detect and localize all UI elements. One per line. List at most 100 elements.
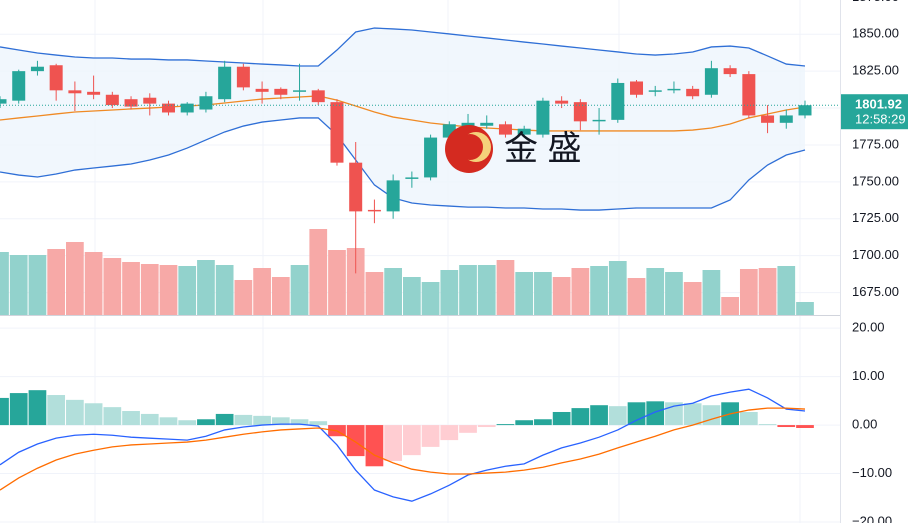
macd-tick-label: 20.00 xyxy=(852,320,885,335)
volume-bar xyxy=(234,280,253,315)
volume-bar xyxy=(47,249,66,315)
band-lower xyxy=(0,117,806,211)
macd-bar xyxy=(758,424,777,426)
candle-body xyxy=(779,115,793,123)
volume-bar xyxy=(758,268,777,315)
volume-bar xyxy=(103,258,122,315)
candle-body xyxy=(143,97,157,104)
macd-bar xyxy=(571,408,590,426)
candle-body xyxy=(630,81,644,95)
volume-bar xyxy=(66,242,84,315)
candle-body xyxy=(68,90,82,94)
macd-tick-label: 10.00 xyxy=(852,368,885,383)
macd-bar xyxy=(534,419,552,426)
candle-body xyxy=(218,66,232,100)
macd-bar xyxy=(178,420,197,426)
macd-bar xyxy=(122,411,140,426)
candle-body xyxy=(592,119,606,122)
macd-bar xyxy=(47,395,66,426)
y-tick-label: 1700.00 xyxy=(852,247,899,262)
macd-tick-label: 0.00 xyxy=(852,417,877,432)
candle-body xyxy=(124,99,138,107)
volume-bar xyxy=(702,270,721,315)
macd-bar xyxy=(234,414,253,426)
candle-body xyxy=(498,124,512,135)
y-tick-label: 1775.00 xyxy=(852,136,899,151)
candle-body xyxy=(30,66,44,72)
volume-bar xyxy=(477,265,496,315)
macd-bar xyxy=(515,420,534,426)
candle-body xyxy=(742,74,756,116)
volume-bar xyxy=(552,277,571,315)
volume-bar xyxy=(84,252,103,315)
watermark: 金 盛 xyxy=(504,130,581,168)
volume-bar xyxy=(309,229,328,315)
volume-bar xyxy=(178,266,197,315)
volume-bar xyxy=(571,268,590,315)
candle-body xyxy=(236,66,250,88)
volume-bar xyxy=(9,255,28,315)
macd-bar xyxy=(477,425,496,428)
volume-bar xyxy=(777,266,796,315)
macd-bar xyxy=(197,419,215,426)
candle-body xyxy=(667,88,681,91)
volume-bar xyxy=(271,277,290,315)
macd-bar xyxy=(309,421,328,426)
candle-body xyxy=(0,99,7,104)
last-price-label: 1801.92 xyxy=(855,97,902,112)
y-tick-label: 1825.00 xyxy=(852,63,899,78)
candle-body xyxy=(255,88,269,92)
candle-body xyxy=(704,68,718,95)
candle-body xyxy=(798,105,812,116)
macd-bar xyxy=(403,425,421,456)
candle-body xyxy=(517,128,531,135)
candle-body xyxy=(161,103,175,113)
macd-bar xyxy=(271,417,290,426)
volume-bar xyxy=(459,265,477,315)
volume-bar xyxy=(421,282,440,315)
volume-bar xyxy=(440,270,459,315)
volume-bar xyxy=(590,266,608,315)
volume-bar xyxy=(739,269,758,315)
volume-bar xyxy=(122,262,140,315)
volume-bar xyxy=(721,297,739,315)
y-tick-label: 1875.00 xyxy=(852,0,899,4)
volume-bar xyxy=(290,265,309,315)
candle-body xyxy=(367,209,381,212)
candle-body xyxy=(686,88,700,97)
candle-body xyxy=(761,115,775,123)
macd-bar xyxy=(346,425,365,457)
candle-body xyxy=(180,103,194,113)
macd-tick-label: −10.00 xyxy=(852,465,892,480)
candle-body xyxy=(199,96,213,110)
candle-body xyxy=(330,102,344,163)
macd-bar xyxy=(590,405,608,426)
candle-body xyxy=(648,90,662,92)
macd-bar xyxy=(365,425,384,467)
y-tick-label: 1750.00 xyxy=(852,173,899,188)
volume-bar xyxy=(328,250,346,315)
candle-body xyxy=(105,94,119,106)
candle-body xyxy=(386,180,400,212)
price-axis xyxy=(840,0,908,523)
macd-bar xyxy=(253,415,271,426)
macd-bar xyxy=(646,401,665,426)
countdown: 12:58:29 xyxy=(855,112,906,127)
volume-bar xyxy=(608,261,627,315)
candle-body xyxy=(536,100,550,135)
volume-bar xyxy=(346,248,365,315)
candle-body xyxy=(555,100,569,104)
macd-bar xyxy=(739,411,758,426)
macd-bar xyxy=(28,390,47,426)
band-upper xyxy=(0,27,806,67)
macd-bar xyxy=(796,425,814,428)
last-price-box xyxy=(841,94,908,130)
volume-bar xyxy=(159,265,178,315)
macd-bar xyxy=(0,397,9,426)
macd-bar xyxy=(159,417,178,426)
macd-bar xyxy=(66,399,84,426)
macd-bar xyxy=(421,425,440,447)
logo: 金 盛 xyxy=(445,125,581,173)
candle-body xyxy=(480,122,494,126)
